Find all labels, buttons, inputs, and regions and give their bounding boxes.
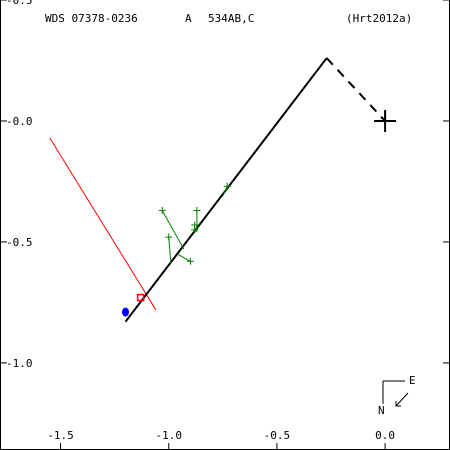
y-tick-label: -0.0 [6, 115, 33, 128]
compass-east-label: E [409, 374, 416, 387]
compass-north-label: N [378, 404, 385, 417]
x-tick-label: -1.5 [47, 429, 74, 442]
compass: E N [378, 374, 416, 417]
x-tick-label: 0.0 [375, 429, 395, 442]
designation-label: 534AB,C [208, 12, 254, 25]
x-tick-label: -0.5 [264, 429, 291, 442]
y-tick-label: -0.5 [6, 236, 33, 249]
wds-label: WDS 07378-0236 [45, 12, 138, 25]
y-tick-label: -1.0 [6, 357, 33, 370]
primary-star-marker [374, 109, 397, 132]
dashed-segment [325, 57, 386, 122]
tick-labels: -1.5 -1.0 -0.5 0.0 -0.5 -0.0 -0.5 -1.0 [6, 0, 395, 442]
observation-residual [222, 186, 228, 197]
x-tick-label: -1.0 [156, 429, 183, 442]
observation-residual [168, 237, 172, 264]
current-position-marker [121, 307, 129, 317]
component-letter-label: A [185, 12, 192, 25]
periastron-marker [136, 293, 145, 302]
line-of-nodes [49, 137, 157, 310]
observation-residual [161, 210, 185, 250]
compass-motion-arrow [395, 392, 409, 407]
y-tick-label: -0.5 [6, 0, 33, 7]
compass-arrow-head [395, 401, 401, 407]
observation-residual [177, 253, 191, 262]
reference-label: (Hrt2012a) [346, 12, 412, 25]
observations [158, 182, 231, 265]
